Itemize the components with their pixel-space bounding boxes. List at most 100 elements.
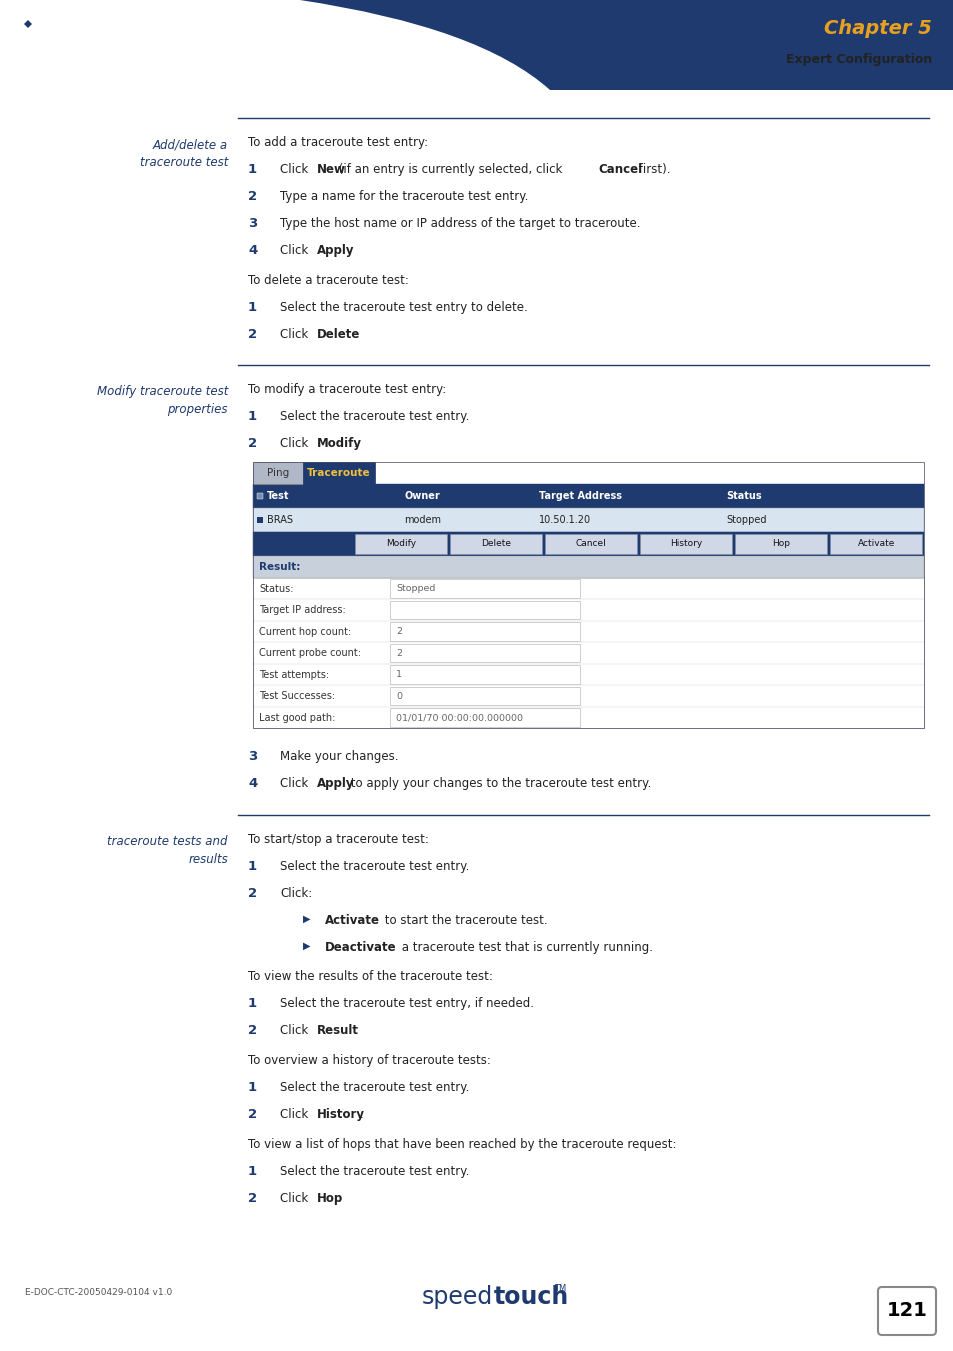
Bar	[253, 462, 923, 728]
Text: 2: 2	[248, 1192, 257, 1205]
Text: Traceroute: Traceroute	[307, 467, 371, 478]
Text: Expert Configuration: Expert Configuration	[785, 54, 931, 66]
Text: 2: 2	[248, 328, 257, 340]
Text: .: .	[359, 1108, 363, 1121]
Text: .: .	[335, 1192, 338, 1205]
Text: To overview a history of traceroute tests:: To overview a history of traceroute test…	[248, 1054, 491, 1067]
Text: touch: touch	[494, 1285, 569, 1309]
Text: New: New	[316, 163, 345, 176]
FancyBboxPatch shape	[390, 686, 579, 705]
Text: Deactivate: Deactivate	[325, 940, 396, 954]
Text: speed: speed	[421, 1285, 493, 1309]
Text: 1: 1	[248, 997, 257, 1011]
Text: Modify: Modify	[386, 539, 416, 549]
Text: Hop: Hop	[316, 1192, 343, 1205]
Text: 2: 2	[248, 886, 257, 900]
Text: 1: 1	[248, 1165, 257, 1178]
Text: 01/01/70 00:00:00.000000: 01/01/70 00:00:00.000000	[395, 713, 522, 721]
Text: 2: 2	[248, 190, 257, 203]
Text: .: .	[353, 328, 356, 340]
Text: a traceroute test that is currently running.: a traceroute test that is currently runn…	[397, 940, 652, 954]
Text: THOMSON: THOMSON	[12, 54, 100, 69]
Text: To add a traceroute test entry:: To add a traceroute test entry:	[248, 136, 428, 149]
Text: ▶: ▶	[303, 913, 310, 924]
Text: Delete: Delete	[316, 328, 359, 340]
Text: Click: Click	[280, 1108, 312, 1121]
PathPatch shape	[0, 0, 550, 91]
Text: Test attempts:: Test attempts:	[258, 670, 329, 680]
Text: 0: 0	[395, 692, 401, 701]
Text: Chapter 5: Chapter 5	[823, 19, 931, 38]
Text: to start the traceroute test.: to start the traceroute test.	[380, 913, 547, 927]
Text: 2: 2	[395, 627, 401, 636]
Text: Add/delete a
traceroute test: Add/delete a traceroute test	[139, 138, 228, 169]
Text: Click: Click	[280, 163, 312, 176]
Text: Last good path:: Last good path:	[258, 712, 335, 723]
Text: Result: Result	[316, 1024, 358, 1038]
Text: Target Address: Target Address	[538, 490, 621, 501]
Bar	[253, 508, 923, 532]
Text: Ping: Ping	[267, 467, 289, 478]
Text: Cancel: Cancel	[598, 163, 641, 176]
Polygon shape	[24, 20, 32, 28]
Text: Select the traceroute test entry.: Select the traceroute test entry.	[280, 1165, 469, 1178]
Text: Make your changes.: Make your changes.	[280, 750, 398, 763]
Text: Test Successes:: Test Successes:	[258, 692, 335, 701]
Text: Result:: Result:	[258, 562, 300, 571]
Text: Hop: Hop	[772, 539, 790, 549]
Text: Click: Click	[280, 438, 312, 450]
Text: 1: 1	[248, 301, 257, 313]
Bar	[256, 493, 263, 499]
Text: (if an entry is currently selected, click: (if an entry is currently selected, clic…	[335, 163, 566, 176]
Text: Select the traceroute test entry to delete.: Select the traceroute test entry to dele…	[280, 301, 527, 313]
Text: Activate: Activate	[325, 913, 379, 927]
FancyBboxPatch shape	[450, 534, 541, 554]
Text: Select the traceroute test entry.: Select the traceroute test entry.	[280, 1081, 469, 1094]
Text: E-DOC-CTC-20050429-0104 v1.0: E-DOC-CTC-20050429-0104 v1.0	[25, 1288, 172, 1297]
Text: Current probe count:: Current probe count:	[258, 648, 360, 658]
Text: to apply your changes to the traceroute test entry.: to apply your changes to the traceroute …	[347, 777, 651, 790]
Text: Test: Test	[267, 490, 289, 501]
Bar	[253, 532, 923, 555]
Text: Click: Click	[280, 245, 312, 257]
FancyBboxPatch shape	[735, 534, 826, 554]
Text: .: .	[353, 438, 356, 450]
Bar	[253, 578, 923, 728]
Text: Status: Status	[726, 490, 761, 501]
Text: Click: Click	[280, 328, 312, 340]
Text: Type the host name or IP address of the target to traceroute.: Type the host name or IP address of the …	[280, 218, 639, 230]
Text: BRAS: BRAS	[267, 515, 293, 524]
Text: 4: 4	[248, 777, 257, 790]
Text: Status:: Status:	[258, 584, 294, 593]
Text: 3: 3	[248, 218, 257, 230]
Text: 1: 1	[395, 670, 401, 680]
Text: traceroute tests and
results: traceroute tests and results	[108, 835, 228, 866]
Text: Select the traceroute test entry, if needed.: Select the traceroute test entry, if nee…	[280, 997, 534, 1011]
FancyBboxPatch shape	[390, 708, 579, 727]
Text: Delete: Delete	[480, 539, 511, 549]
Text: first).: first).	[635, 163, 670, 176]
Text: Click: Click	[280, 777, 312, 790]
Text: History: History	[670, 539, 701, 549]
Text: To view the results of the traceroute test:: To view the results of the traceroute te…	[248, 970, 493, 984]
Text: .: .	[347, 245, 351, 257]
FancyBboxPatch shape	[390, 665, 579, 684]
Text: TM: TM	[554, 1283, 566, 1293]
Text: 1: 1	[248, 163, 257, 176]
Text: 3: 3	[248, 750, 257, 763]
FancyBboxPatch shape	[390, 601, 579, 619]
Text: 10.50.1.20: 10.50.1.20	[538, 515, 590, 524]
FancyBboxPatch shape	[390, 580, 579, 597]
Text: Owner: Owner	[404, 490, 440, 501]
Text: Click: Click	[280, 1024, 312, 1038]
Text: 1: 1	[248, 859, 257, 873]
Bar	[0, 0, 953, 91]
Bar	[253, 462, 303, 484]
FancyBboxPatch shape	[355, 534, 447, 554]
Text: 2: 2	[248, 438, 257, 450]
Text: 2: 2	[248, 1024, 257, 1038]
Text: modem: modem	[404, 515, 441, 524]
Text: 1: 1	[248, 411, 257, 423]
Text: Apply: Apply	[316, 245, 354, 257]
Text: Modify: Modify	[316, 438, 361, 450]
